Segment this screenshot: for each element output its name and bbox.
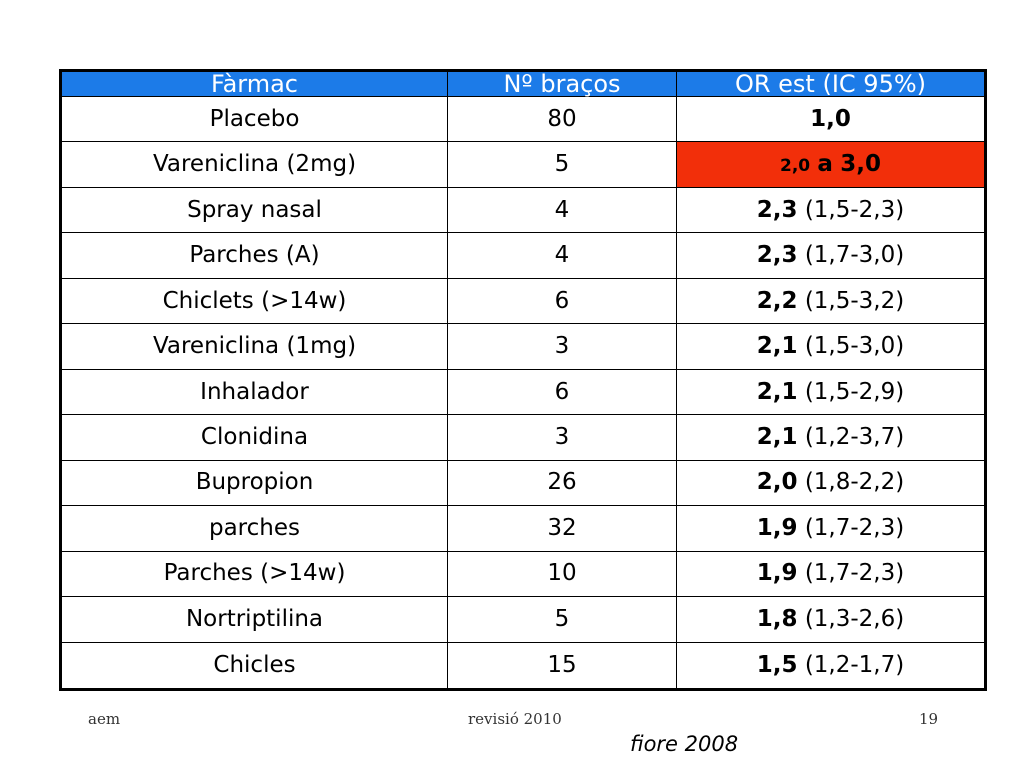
table-row: Vareniclina (2mg) 5 2,0 a 3,0 <box>60 141 986 188</box>
table-row: Parches (>14w) 10 1,9 (1,7-2,3) <box>60 550 986 598</box>
or-estimate: 2,0 <box>756 469 798 496</box>
or-estimate: 2,1 <box>756 378 798 405</box>
drug-cell: Parches (A) <box>60 232 448 279</box>
arms-cell: 3 <box>447 414 677 461</box>
or-cell: 1,5 (1,2-1,7) <box>676 641 986 691</box>
header-drug: Fàrmac <box>60 70 448 97</box>
arms-cell: 6 <box>447 368 677 416</box>
or-ci: (1,2-1,7) <box>804 651 905 678</box>
or-cell: 1,8 (1,3-2,6) <box>676 596 986 643</box>
drug-cell: Clonidina <box>60 414 448 461</box>
or-ci: (1,5-2,9) <box>804 378 905 405</box>
arms-cell: 4 <box>447 186 677 234</box>
drug-cell: Inhalador <box>60 368 448 416</box>
table-row: Chiclets (>14w) 6 2,2 (1,5-3,2) <box>60 277 986 325</box>
arms-cell: 5 <box>447 596 677 643</box>
or-ci: (1,7-2,3) <box>804 560 905 587</box>
or-estimate: 1,8 <box>756 605 798 632</box>
drug-cell: Spray nasal <box>60 186 448 234</box>
arms-cell: 32 <box>447 505 677 552</box>
or-cell: 2,1 (1,5-2,9) <box>676 368 986 416</box>
or-cell: 1,0 <box>676 95 986 143</box>
or-ci: (1,5-3,0) <box>804 333 905 360</box>
or-cell-highlighted: 2,0 a 3,0 <box>676 141 986 188</box>
or-estimate: 1,5 <box>756 651 798 678</box>
table-row: Bupropion 26 2,0 (1,8-2,2) <box>60 459 986 507</box>
footer-author: aem <box>88 710 121 728</box>
drug-cell: Placebo <box>60 95 448 143</box>
drug-or-table: Fàrmac Nº braços OR est (IC 95%) Placebo… <box>59 69 987 691</box>
or-estimate: 2,1 <box>756 333 798 360</box>
header-arms: Nº braços <box>447 70 677 97</box>
arms-cell: 5 <box>447 141 677 188</box>
drug-cell: Parches (>14w) <box>60 550 448 598</box>
footer-revision: revisió 2010 <box>468 710 562 728</box>
or-range-high: 3,0 <box>840 151 882 178</box>
or-estimate: 2,3 <box>756 242 798 269</box>
or-range-connector: a <box>817 151 833 178</box>
or-ci: (1,8-2,2) <box>804 469 905 496</box>
or-cell: 2,1 (1,5-3,0) <box>676 323 986 370</box>
drug-cell: Bupropion <box>60 459 448 507</box>
drug-cell: Vareniclina (1mg) <box>60 323 448 370</box>
slide-number: 19 <box>919 710 939 728</box>
drug-cell: parches <box>60 505 448 552</box>
or-cell: 1,9 (1,7-2,3) <box>676 505 986 552</box>
table-row: Placebo 80 1,0 <box>60 95 986 143</box>
table-row: Spray nasal 4 2,3 (1,5-2,3) <box>60 186 986 234</box>
arms-cell: 4 <box>447 232 677 279</box>
or-cell: 2,3 (1,5-2,3) <box>676 186 986 234</box>
table-row: Parches (A) 4 2,3 (1,7-3,0) <box>60 232 986 279</box>
drug-cell: Nortriptilina <box>60 596 448 643</box>
or-cell: 2,3 (1,7-3,0) <box>676 232 986 279</box>
table-header-row: Fàrmac Nº braços OR est (IC 95%) <box>60 70 986 97</box>
or-estimate: 2,1 <box>756 424 798 451</box>
arms-cell: 10 <box>447 550 677 598</box>
or-ci: (1,5-2,3) <box>804 196 905 223</box>
or-cell: 1,9 (1,7-2,3) <box>676 550 986 598</box>
arms-cell: 15 <box>447 641 677 691</box>
table-row: Clonidina 3 2,1 (1,2-3,7) <box>60 414 986 461</box>
drug-cell: Vareniclina (2mg) <box>60 141 448 188</box>
or-estimate: 1,0 <box>810 105 851 132</box>
or-cell: 2,2 (1,5-3,2) <box>676 277 986 325</box>
or-ci: (1,7-3,0) <box>804 242 905 269</box>
table-row: Nortriptilina 5 1,8 (1,3-2,6) <box>60 596 986 643</box>
or-ci: (1,2-3,7) <box>804 424 905 451</box>
source-note: fiore 2008 <box>630 732 739 756</box>
table-row: parches 32 1,9 (1,7-2,3) <box>60 505 986 552</box>
or-range-low: 2,0 <box>779 156 811 177</box>
or-ci: (1,3-2,6) <box>804 605 905 632</box>
or-estimate: 2,2 <box>756 287 798 314</box>
or-cell: 2,0 (1,8-2,2) <box>676 459 986 507</box>
table-row: Inhalador 6 2,1 (1,5-2,9) <box>60 368 986 416</box>
or-ci: (1,7-2,3) <box>804 514 905 541</box>
arms-cell: 80 <box>447 95 677 143</box>
arms-cell: 3 <box>447 323 677 370</box>
drug-cell: Chiclets (>14w) <box>60 277 448 325</box>
table-row: Vareniclina (1mg) 3 2,1 (1,5-3,0) <box>60 323 986 370</box>
or-estimate: 1,9 <box>756 560 798 587</box>
drug-cell: Chicles <box>60 641 448 691</box>
arms-cell: 6 <box>447 277 677 325</box>
table-row: Chicles 15 1,5 (1,2-1,7) <box>60 641 986 691</box>
or-estimate: 2,3 <box>756 196 798 223</box>
header-or: OR est (IC 95%) <box>676 70 986 97</box>
or-estimate: 1,9 <box>756 514 798 541</box>
or-ci: (1,5-3,2) <box>804 287 905 314</box>
arms-cell: 26 <box>447 459 677 507</box>
or-cell: 2,1 (1,2-3,7) <box>676 414 986 461</box>
